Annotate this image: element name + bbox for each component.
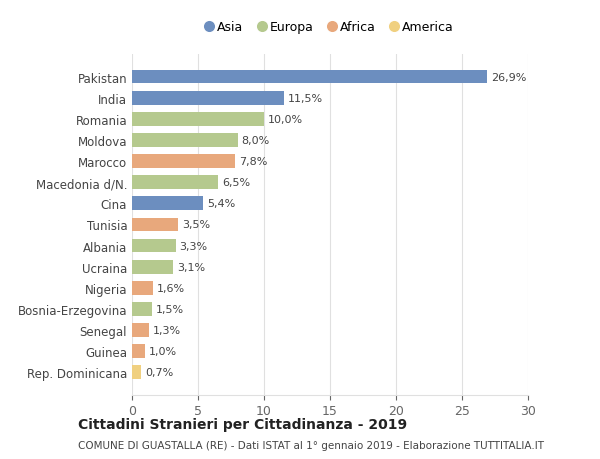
Bar — [132, 260, 173, 274]
Text: 3,3%: 3,3% — [179, 241, 208, 251]
Text: 1,6%: 1,6% — [157, 283, 185, 293]
Legend: Asia, Europa, Africa, America: Asia, Europa, Africa, America — [202, 17, 458, 38]
Bar — [132, 281, 153, 295]
Bar — [132, 197, 203, 211]
Text: 1,5%: 1,5% — [156, 304, 184, 314]
Bar — [132, 239, 176, 253]
Bar — [132, 366, 141, 379]
Text: 5,4%: 5,4% — [207, 199, 235, 209]
Text: 8,0%: 8,0% — [242, 135, 270, 146]
Text: 26,9%: 26,9% — [491, 73, 526, 82]
Text: 3,1%: 3,1% — [177, 262, 205, 272]
Text: 10,0%: 10,0% — [268, 115, 303, 124]
Bar — [132, 324, 149, 337]
Bar — [132, 112, 264, 126]
Bar — [132, 218, 178, 232]
Text: 3,5%: 3,5% — [182, 220, 210, 230]
Bar — [132, 71, 487, 84]
Bar — [132, 345, 145, 358]
Text: 7,8%: 7,8% — [239, 157, 267, 167]
Bar — [132, 155, 235, 168]
Text: 1,3%: 1,3% — [153, 325, 181, 335]
Text: 11,5%: 11,5% — [288, 94, 323, 103]
Bar — [132, 134, 238, 147]
Bar — [132, 176, 218, 190]
Text: COMUNE DI GUASTALLA (RE) - Dati ISTAT al 1° gennaio 2019 - Elaborazione TUTTITAL: COMUNE DI GUASTALLA (RE) - Dati ISTAT al… — [78, 440, 544, 450]
Text: Cittadini Stranieri per Cittadinanza - 2019: Cittadini Stranieri per Cittadinanza - 2… — [78, 418, 407, 431]
Text: 0,7%: 0,7% — [145, 368, 173, 377]
Text: 6,5%: 6,5% — [222, 178, 250, 188]
Text: 1,0%: 1,0% — [149, 347, 177, 356]
Bar — [132, 302, 152, 316]
Bar — [132, 92, 284, 105]
